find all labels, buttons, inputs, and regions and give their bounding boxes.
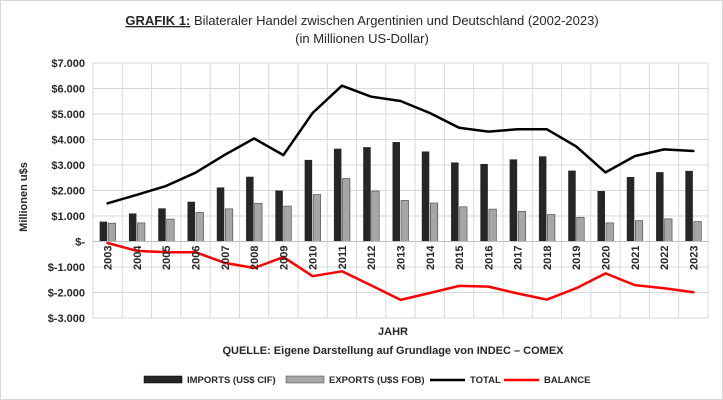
y-axis-label: Millionen u$s: [18, 162, 30, 232]
x-tick-label: 2008: [249, 246, 261, 270]
bar-imports: [158, 208, 166, 242]
legend-swatch-imports: [143, 375, 183, 384]
bar-exports: [283, 205, 292, 242]
x-tick-label: 2011: [337, 246, 349, 270]
y-tick-label: $2.000: [51, 186, 85, 198]
x-tick-label: 2018: [542, 246, 554, 270]
y-tick-label: $-: [75, 237, 85, 249]
bar-exports: [605, 222, 614, 242]
x-tick-label: 2005: [161, 246, 173, 270]
bar-exports: [634, 220, 644, 242]
bar-imports: [392, 142, 400, 242]
x-tick-label: 2004: [132, 245, 144, 270]
source-note: QUELLE: Eigene Darstellung auf Grundlage…: [222, 345, 564, 357]
bar-imports: [509, 159, 518, 242]
bar-exports: [224, 208, 234, 242]
x-tick-label: 2014: [425, 245, 437, 270]
x-tick-label: 2016: [483, 246, 495, 270]
bar-exports: [195, 212, 204, 242]
bar-exports: [488, 208, 497, 242]
bar-exports: [166, 218, 175, 242]
y-tick-label: $4.000: [51, 135, 85, 147]
bar-exports: [400, 200, 409, 242]
chart-title-prefix: GRAFIK 1:: [125, 13, 190, 28]
line-balance: [106, 241, 695, 302]
bar-imports: [538, 156, 547, 242]
y-tick-label: $1.000: [51, 211, 85, 223]
legend-label-total: TOTAL: [470, 375, 501, 386]
x-tick-label: 2023: [688, 246, 700, 270]
bar-imports: [246, 176, 254, 242]
x-tick-label: 2007: [220, 246, 232, 270]
bar-imports: [656, 172, 664, 242]
bar-imports: [363, 147, 371, 242]
bar-imports: [216, 187, 225, 242]
bar-exports: [254, 202, 263, 242]
x-tick-label: 2009: [278, 246, 290, 270]
y-tick-labels: $7.000 $6.000 $5.000 $4.000 $3.000 $2.000 $1.0…: [48, 58, 86, 325]
y-tick-label: $3.000: [51, 160, 85, 172]
x-tick-labels: 2003 2004 2005 2006 2007 2008 2009 2010 2011 2012…: [103, 245, 701, 270]
x-tick-label: 2019: [571, 246, 583, 270]
bar-exports: [371, 190, 380, 242]
legend-label-imports: IMPORTS (US$ CIF): [187, 375, 276, 386]
legend-swatch-exports: [285, 375, 325, 384]
y-tick-label: $-1.000: [48, 262, 85, 274]
bar-exports: [517, 211, 526, 242]
line-total: [106, 84, 695, 205]
bar-exports: [137, 222, 146, 242]
chart-subtitle: (in Millionen US-Dollar): [295, 31, 429, 46]
x-tick-label: 2012: [366, 246, 378, 270]
x-tick-label: 2013: [396, 246, 408, 270]
bar-imports: [451, 162, 459, 242]
y-tick-label: $6.000: [51, 84, 85, 96]
y-tick-label: $-3.000: [48, 313, 85, 325]
x-tick-label: 2021: [630, 246, 642, 270]
bar-exports: [342, 178, 351, 242]
bar-imports: [685, 170, 693, 242]
bar-imports: [333, 148, 342, 242]
y-tick-label: $5.000: [51, 109, 85, 121]
bar-layer: [99, 142, 702, 242]
chart-title-text: Bilateraler Handel zwischen Argentinien …: [190, 13, 598, 28]
bar-exports: [107, 222, 116, 242]
bar-imports: [187, 201, 195, 242]
bar-exports: [429, 202, 439, 242]
x-tick-label: 2010: [308, 246, 320, 270]
bar-exports: [576, 216, 585, 242]
bar-imports: [480, 163, 488, 242]
legend-label-balance: BALANCE: [544, 375, 590, 386]
bar-exports: [459, 206, 468, 242]
bar-imports: [421, 151, 430, 242]
legend: IMPORTS (US$ CIF) EXPORTS (U$S FOB) TOTA…: [143, 375, 590, 386]
bar-exports: [664, 218, 673, 242]
line-layer: [106, 84, 695, 302]
x-tick-label: 2006: [191, 246, 203, 270]
bar-imports: [304, 159, 313, 242]
bar-imports: [626, 176, 635, 242]
bar-imports: [568, 170, 576, 242]
bar-imports: [99, 221, 108, 242]
bar-imports: [597, 191, 605, 242]
x-axis-label: JAHR: [378, 326, 408, 338]
chart-title: GRAFIK 1: Bilateraler Handel zwischen Ar…: [125, 13, 598, 28]
bar-imports: [275, 190, 283, 242]
x-tick-label: 2020: [601, 246, 613, 270]
y-tick-label: $-2.000: [48, 288, 85, 300]
bar-exports: [312, 194, 321, 242]
x-tick-label: 2003: [103, 246, 115, 270]
x-tick-label: 2022: [659, 246, 671, 270]
legend-label-exports: EXPORTS (U$S FOB): [329, 375, 425, 386]
x-tick-label: 2015: [454, 246, 466, 270]
bar-exports: [693, 221, 702, 242]
y-tick-label: $7.000: [51, 58, 85, 70]
bar-imports: [128, 213, 137, 242]
x-tick-label: 2017: [513, 246, 525, 270]
bar-exports: [547, 214, 556, 242]
